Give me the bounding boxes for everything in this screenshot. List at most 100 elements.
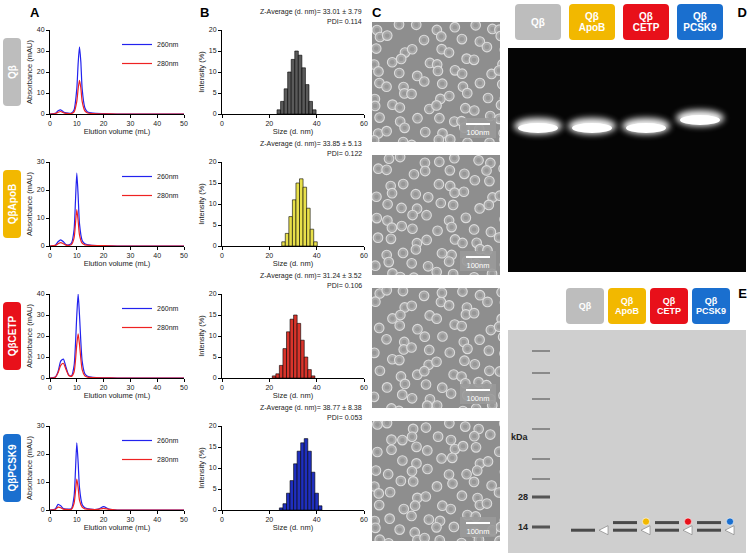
- svg-text:PDI= 0.106: PDI= 0.106: [327, 282, 362, 289]
- svg-text:20: 20: [37, 186, 45, 193]
- svg-text:Qβ: Qβ: [693, 11, 707, 22]
- svg-text:100nm: 100nm: [467, 128, 490, 137]
- svg-text:28: 28: [518, 492, 528, 502]
- svg-text:Absorbance (mAU): Absorbance (mAU): [25, 436, 34, 500]
- svg-text:10: 10: [37, 353, 45, 360]
- svg-text:10: 10: [209, 68, 217, 75]
- svg-text:Size (d. nm): Size (d. nm): [273, 391, 314, 400]
- svg-text:PDI= 0.122: PDI= 0.122: [327, 150, 362, 157]
- svg-text:Qβ: Qβ: [639, 11, 653, 22]
- svg-text:60: 60: [360, 384, 368, 391]
- svg-text:30: 30: [127, 384, 135, 391]
- svg-text:40: 40: [153, 384, 161, 391]
- svg-text:15: 15: [209, 443, 217, 450]
- svg-text:Qβ: Qβ: [579, 301, 592, 311]
- svg-text:40: 40: [313, 516, 321, 523]
- svg-text:QβPCSK9: QβPCSK9: [7, 444, 18, 492]
- svg-text:Intensity (%): Intensity (%): [197, 315, 206, 357]
- svg-text:Z-Average (d. nm)= 31.24 ± 3.5: Z-Average (d. nm)= 31.24 ± 3.52: [260, 272, 362, 280]
- svg-text:0: 0: [213, 506, 217, 513]
- svg-text:10: 10: [37, 214, 45, 221]
- svg-text:0: 0: [41, 110, 45, 117]
- svg-text:260nm: 260nm: [157, 437, 179, 444]
- svg-text:PCSK9: PCSK9: [683, 22, 717, 33]
- svg-text:20: 20: [209, 422, 217, 429]
- svg-text:Qβ: Qβ: [531, 17, 545, 28]
- svg-text:40: 40: [153, 516, 161, 523]
- svg-text:20: 20: [209, 158, 217, 165]
- svg-text:Qβ: Qβ: [621, 296, 634, 306]
- svg-text:40: 40: [153, 120, 161, 127]
- svg-text:60: 60: [360, 120, 368, 127]
- svg-text:15: 15: [209, 311, 217, 318]
- svg-text:CETP: CETP: [633, 22, 660, 33]
- svg-text:30: 30: [37, 47, 45, 54]
- svg-text:B: B: [200, 5, 209, 20]
- svg-text:50: 50: [180, 252, 188, 259]
- svg-text:QβApoB: QβApoB: [7, 184, 18, 225]
- svg-text:0: 0: [48, 516, 52, 523]
- svg-text:100nm: 100nm: [467, 261, 490, 270]
- svg-text:0: 0: [213, 374, 217, 381]
- svg-text:40: 40: [313, 384, 321, 391]
- svg-text:PDI= 0.114: PDI= 0.114: [327, 18, 362, 25]
- svg-text:10: 10: [209, 332, 217, 339]
- svg-text:Qβ: Qβ: [7, 65, 18, 79]
- svg-text:20: 20: [37, 450, 45, 457]
- svg-text:50: 50: [180, 120, 188, 127]
- svg-text:20: 20: [37, 332, 45, 339]
- svg-text:Size (d. nm): Size (d. nm): [273, 259, 314, 268]
- svg-text:10: 10: [37, 89, 45, 96]
- svg-text:0: 0: [220, 384, 224, 391]
- svg-text:40: 40: [153, 252, 161, 259]
- svg-text:Elution volume (mL): Elution volume (mL): [84, 259, 151, 268]
- svg-text:Absorbance (mAU): Absorbance (mAU): [25, 172, 34, 236]
- svg-text:40: 40: [313, 120, 321, 127]
- svg-text:5: 5: [213, 353, 217, 360]
- svg-text:60: 60: [360, 252, 368, 259]
- svg-text:280nm: 280nm: [157, 324, 179, 331]
- svg-text:15: 15: [209, 179, 217, 186]
- svg-text:280nm: 280nm: [157, 192, 179, 199]
- svg-text:QβCETP: QβCETP: [7, 315, 18, 356]
- svg-text:30: 30: [37, 422, 45, 429]
- svg-text:30: 30: [37, 158, 45, 165]
- svg-text:0: 0: [220, 120, 224, 127]
- svg-text:10: 10: [209, 464, 217, 471]
- svg-text:260nm: 260nm: [157, 41, 179, 48]
- svg-text:40: 40: [37, 290, 45, 297]
- svg-text:20: 20: [100, 120, 108, 127]
- svg-text:10: 10: [73, 516, 81, 523]
- svg-text:E: E: [738, 286, 747, 301]
- svg-text:Z-Average (d. nm)= 38.77 ± 8.3: Z-Average (d. nm)= 38.77 ± 8.38: [260, 404, 362, 412]
- svg-text:0: 0: [220, 252, 224, 259]
- svg-text:280nm: 280nm: [157, 60, 179, 67]
- svg-text:CETP: CETP: [657, 306, 681, 316]
- svg-text:Qβ: Qβ: [663, 296, 676, 306]
- svg-text:280nm: 280nm: [157, 456, 179, 463]
- svg-text:60: 60: [360, 516, 368, 523]
- svg-text:5: 5: [213, 485, 217, 492]
- svg-text:0: 0: [48, 252, 52, 259]
- svg-text:20: 20: [209, 26, 217, 33]
- svg-text:20: 20: [209, 290, 217, 297]
- svg-text:PDI= 0.053: PDI= 0.053: [327, 414, 362, 421]
- svg-text:10: 10: [37, 478, 45, 485]
- svg-text:Size (d. nm): Size (d. nm): [273, 127, 314, 136]
- svg-text:30: 30: [37, 311, 45, 318]
- svg-text:Qβ: Qβ: [705, 296, 718, 306]
- svg-text:0: 0: [48, 384, 52, 391]
- svg-text:D: D: [738, 5, 747, 20]
- svg-text:10: 10: [209, 200, 217, 207]
- svg-text:PCSK9: PCSK9: [696, 306, 726, 316]
- svg-text:5: 5: [213, 221, 217, 228]
- svg-text:15: 15: [209, 47, 217, 54]
- svg-text:20: 20: [265, 252, 273, 259]
- svg-text:Size (d. nm): Size (d. nm): [273, 523, 314, 532]
- svg-text:0: 0: [213, 110, 217, 117]
- svg-text:ApoB: ApoB: [615, 306, 639, 316]
- svg-text:20: 20: [100, 252, 108, 259]
- svg-text:Elution volume (mL): Elution volume (mL): [84, 127, 151, 136]
- svg-text:10: 10: [73, 384, 81, 391]
- svg-text:ApoB: ApoB: [579, 22, 606, 33]
